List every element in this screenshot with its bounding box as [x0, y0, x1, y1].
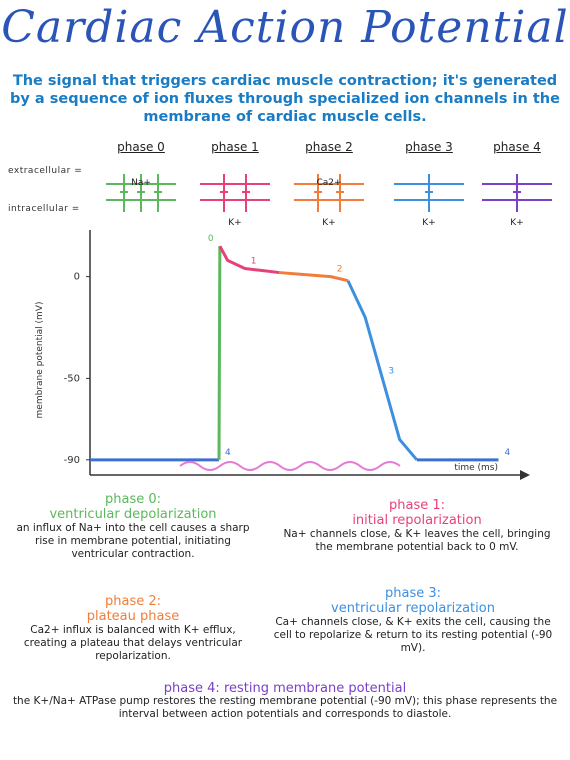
phase-3-channel: phase 3 K+	[390, 140, 468, 228]
phase-3-description: phase 3: ventricular repolarization Ca+ …	[268, 586, 558, 655]
phase-0-label: phase 0	[117, 140, 165, 154]
phase-3-desc-heading: phase 3:	[384, 586, 441, 601]
x-axis-arrow	[520, 470, 530, 480]
phase-4-description: phase 4: resting membrane potential the …	[10, 682, 560, 721]
phase-1-label: phase 1	[211, 140, 259, 154]
phase-3-desc-subheading: ventricular repolarization	[331, 601, 495, 616]
phase-number-label: 4	[225, 448, 231, 458]
ion-channel-icon	[200, 174, 270, 212]
phase-number-label: 2	[337, 265, 343, 275]
phase-2-desc-subheading: plateau phase	[86, 609, 180, 624]
phase-4-desc-body: the K+/Na+ ATPase pump restores the rest…	[12, 695, 558, 720]
phase-0-channel: phase 0 Na+	[102, 140, 180, 226]
phase-line-3	[346, 280, 418, 461]
ion-channel-icon	[482, 174, 552, 212]
phase-number-label: 4	[505, 448, 511, 458]
page-subtitle: The signal that triggers cardiac muscle …	[10, 73, 560, 125]
phase-0-desc-subheading: ventricular depolarization	[49, 507, 217, 522]
y-axis-label: membrane potential (mV)	[35, 302, 45, 419]
y-tick-label: -50	[64, 373, 80, 384]
page-title: Cardiac Action Potential	[1, 2, 569, 53]
phase-number-label: 0	[208, 234, 214, 244]
y-tick-label: -90	[64, 455, 80, 466]
y-tick-label: 0	[74, 272, 80, 283]
ion-channel-icon	[294, 174, 364, 212]
phase-2-desc-body: Ca2+ influx is balanced with K+ efflux, …	[23, 624, 243, 662]
ion-bottom-label: K+	[510, 218, 524, 228]
phase-1-desc-heading: phase 1:	[388, 498, 445, 513]
phase-0-desc-heading: phase 0:	[104, 492, 161, 507]
phase-1-desc-body: Na+ channels close, & K+ leaves the cell…	[283, 528, 551, 553]
phase-2-description: phase 2: plateau phase Ca2+ influx is ba…	[8, 594, 258, 663]
phase-1-channel: phase 1 K+	[196, 140, 274, 228]
ion-bottom-label: K+	[228, 218, 242, 228]
phase-2-label: phase 2	[305, 140, 353, 154]
intracellular-label: intracellular =	[8, 204, 80, 214]
extracellular-label: extracellular =	[8, 166, 83, 176]
phase-0-desc-body: an influx of Na+ into the cell causes a …	[16, 522, 250, 560]
phase-4-channel: phase 4 K+	[478, 140, 556, 228]
phase-line-2	[279, 271, 349, 283]
ion-bottom-label: K+	[422, 218, 436, 228]
phase-1-desc-subheading: initial repolarization	[352, 513, 482, 528]
ion-channel-icon	[394, 174, 464, 212]
phase-4-desc-heading: phase 4: resting membrane potential	[163, 681, 407, 696]
phase-line-1	[218, 245, 280, 275]
x-axis-label: time (ms)	[454, 463, 498, 473]
phase-number-label: 1	[251, 256, 257, 266]
phase-2-channel: phase 2 Ca2+ K+	[290, 140, 368, 228]
phase-3-label: phase 3	[405, 140, 453, 154]
phase-2-desc-heading: phase 2:	[104, 594, 161, 609]
phase-4-label: phase 4	[493, 140, 541, 154]
membrane-squiggle	[179, 461, 401, 471]
ion-top-label: Na+	[131, 178, 151, 188]
ion-bottom-label: K+	[322, 218, 336, 228]
ion-channel-icon	[106, 174, 176, 212]
action-potential-chart: membrane potential (mV) time (ms) 0 -50 -9…	[35, 230, 530, 480]
phase-number-label: 3	[388, 366, 394, 376]
ion-top-label: Ca2+	[316, 178, 342, 188]
phase-1-description: phase 1: initial repolarization Na+ chan…	[282, 498, 552, 554]
phase-3-desc-body: Ca+ channels close, & K+ exits the cell,…	[273, 616, 553, 654]
phase-0-description: phase 0: ventricular depolarization an i…	[8, 492, 258, 561]
phase-line-0	[217, 246, 222, 460]
